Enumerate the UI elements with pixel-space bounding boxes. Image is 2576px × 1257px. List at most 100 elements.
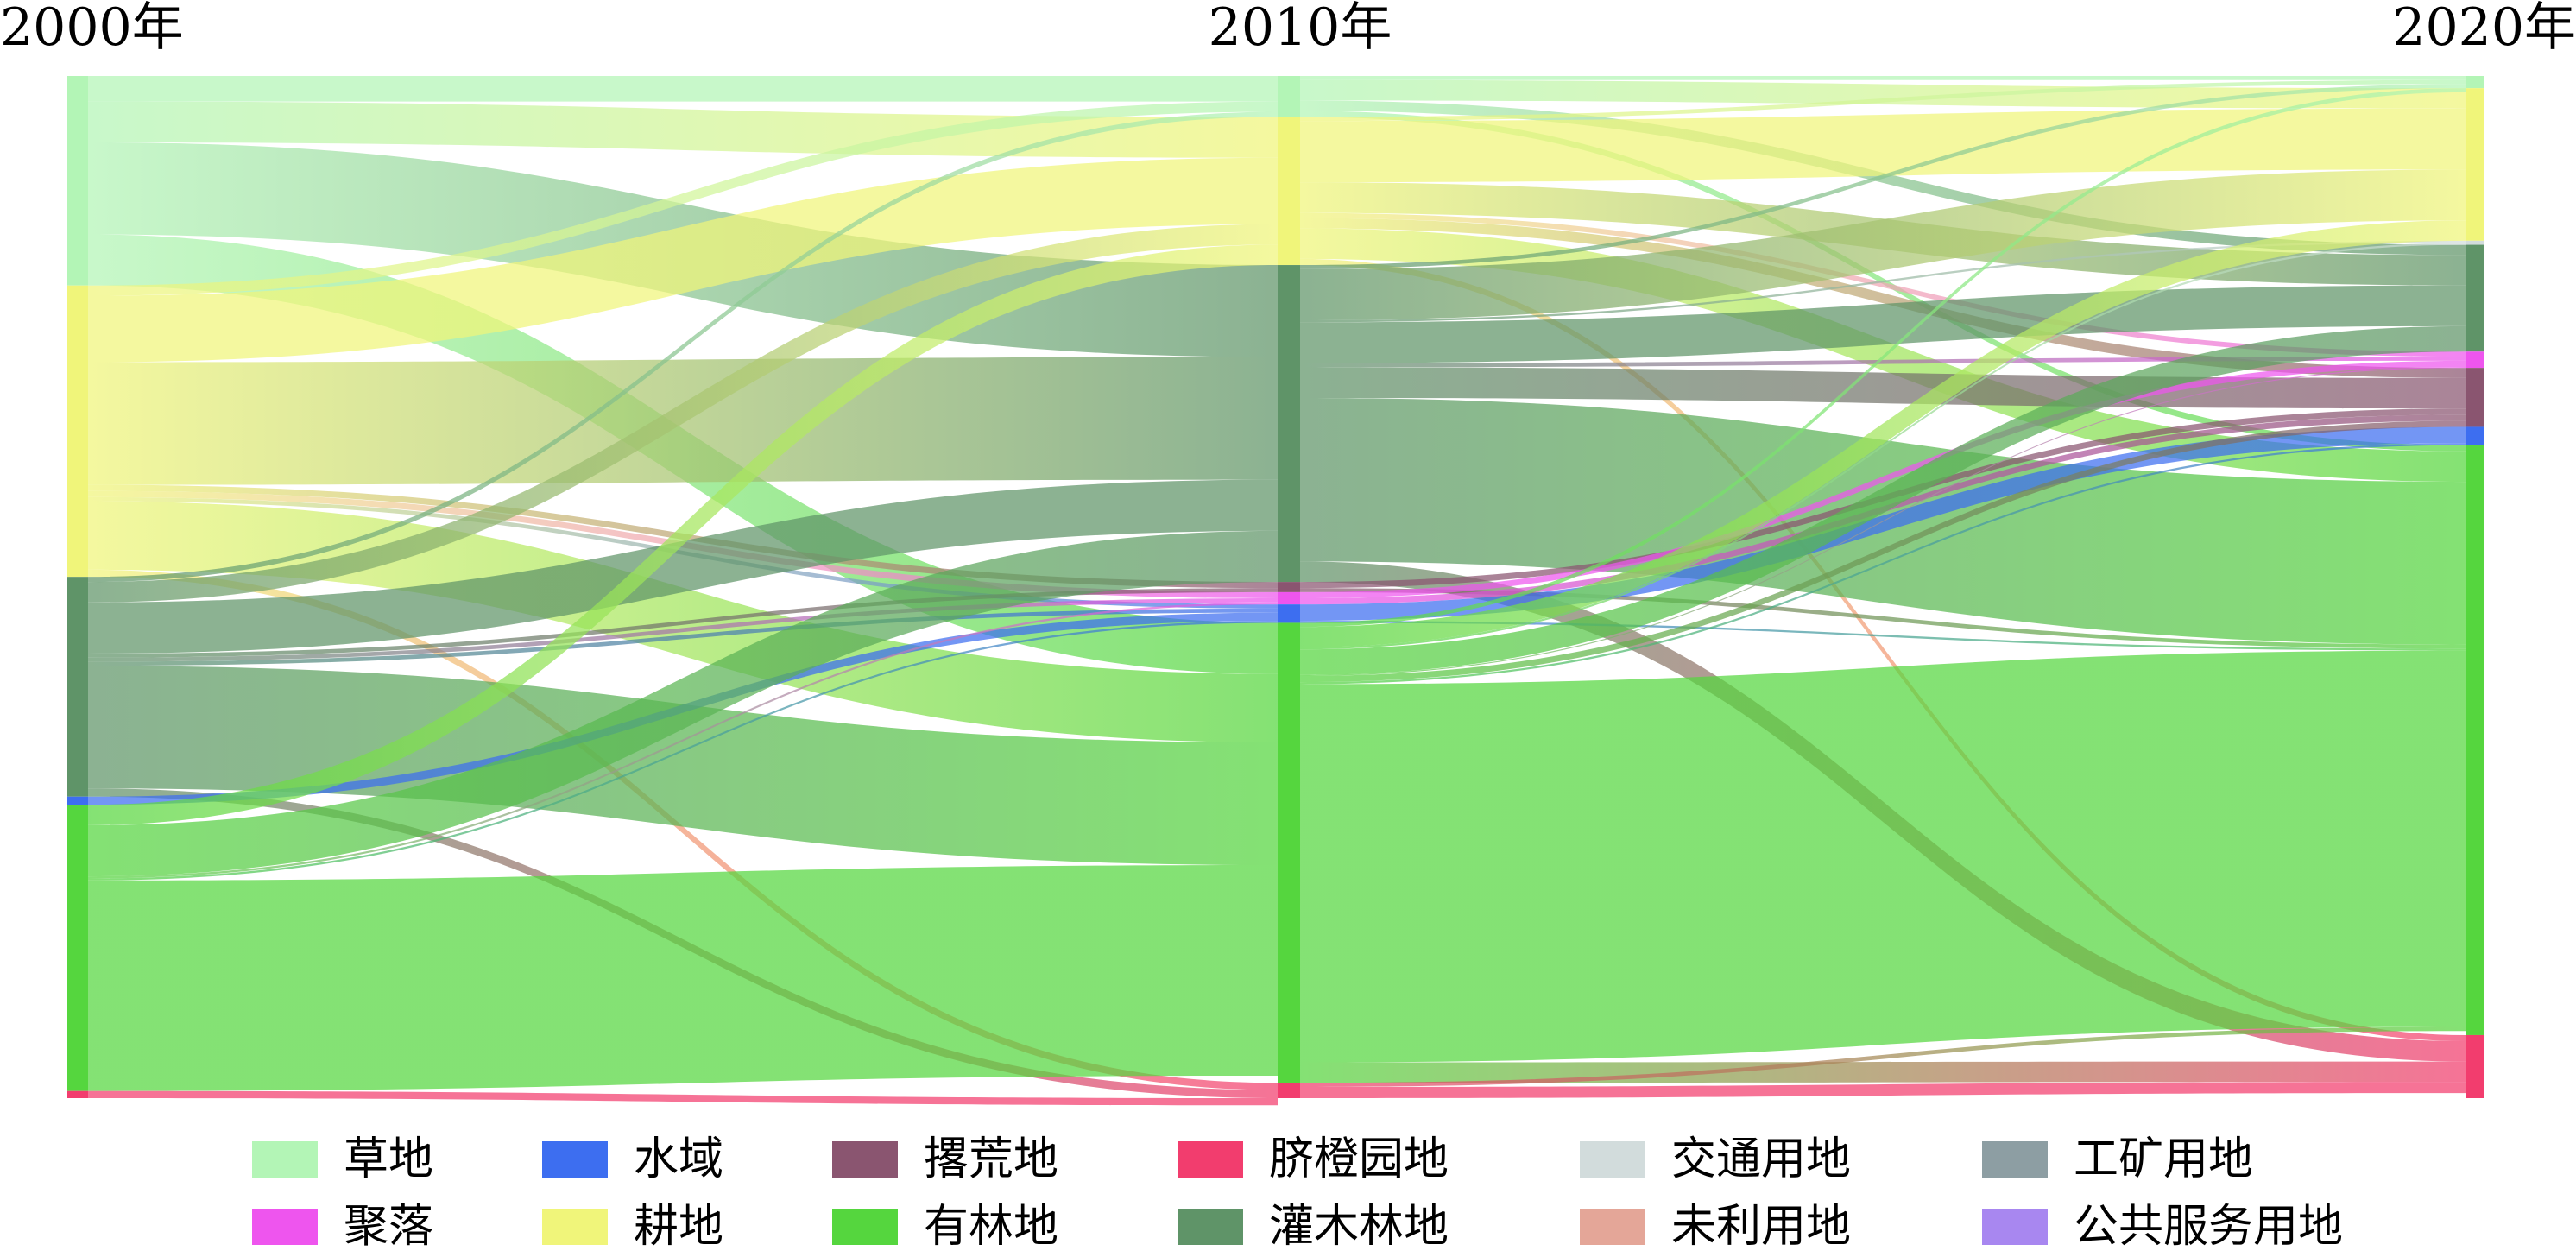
node-2010年-shrub xyxy=(1278,265,1300,583)
flow-2000-2010-shrub-to-abandoned xyxy=(88,588,1278,658)
flow-2010-2020-forest-to-grass xyxy=(1300,88,2466,628)
node-2010年-orchard xyxy=(1278,1083,1300,1098)
node-bar-layer xyxy=(67,76,2484,1098)
legend-label-water: 水域 xyxy=(634,1134,723,1185)
flow-2010-2020-forest-to-traffic xyxy=(1300,243,2466,650)
flow-2000-2010-shrub-to-settlement xyxy=(88,598,1278,662)
node-2020年-cropland xyxy=(2466,88,2484,241)
year-label-2020: 2020年 xyxy=(2392,0,2576,58)
node-2020年-traffic xyxy=(2466,240,2484,245)
node-2000年-grass xyxy=(67,76,88,286)
flow-2010-2020-forest-to-settlement xyxy=(1300,366,2466,677)
legend-swatch-grass xyxy=(252,1141,318,1178)
flow-2010-2020-settlement-to-settlement xyxy=(1300,360,2466,599)
legend-swatch-mining xyxy=(1982,1141,2048,1178)
flow-2000-2010-shrub-to-water xyxy=(88,608,1278,666)
flow-2010-2020-shrub-to-grass xyxy=(1300,84,2466,269)
node-2010年-cropland xyxy=(1278,117,1300,266)
legend-label-cropland: 耕地 xyxy=(634,1201,723,1253)
legend-swatch-forest xyxy=(832,1209,898,1245)
flow-2000-2010-cropland-to-cropland xyxy=(88,157,1278,363)
flow-2010-2020-cropland-to-settlement xyxy=(1300,212,2466,357)
flow-2010-2020-shrub-to-traffic xyxy=(1300,240,2466,323)
node-2010年-water xyxy=(1278,604,1300,623)
flow-2010-2020-orchard-to-orchard xyxy=(1300,1082,2466,1098)
legend-swatch-shrub xyxy=(1178,1209,1243,1245)
legend-label-abandoned: 撂荒地 xyxy=(924,1134,1058,1185)
node-2020年-grass xyxy=(2466,76,2484,89)
node-2000年-forest xyxy=(67,805,88,1091)
node-2010年-forest xyxy=(1278,622,1300,1083)
flow-2000-2010-cropland-to-grass xyxy=(88,101,1278,296)
flow-2010-2020-cropland-to-grass xyxy=(1300,79,2466,122)
node-2000年-cropland xyxy=(67,285,88,578)
flow-2000-2010-forest-to-cropland xyxy=(88,244,1278,825)
flow-2000-2010-forest-to-settlement xyxy=(88,602,1278,879)
flow-2010-2020-shrub-to-settlement xyxy=(1300,357,2466,368)
flow-2000-2010-shrub-to-cropland xyxy=(88,224,1278,603)
legend-swatch-settlement xyxy=(252,1209,318,1245)
legend-label-orchard: 脐橙园地 xyxy=(1269,1134,1449,1185)
node-2010年-grass xyxy=(1278,76,1300,117)
flow-2000-2010-forest-to-shrub xyxy=(88,530,1278,877)
flow-2010-2020-cropland-to-abandoned xyxy=(1300,218,2466,378)
flow-2000-2010-orchard-to-orchard xyxy=(88,1090,1278,1106)
node-2020年-shrub xyxy=(2466,244,2484,352)
flow-2010-2020-water-to-forest xyxy=(1300,621,2466,651)
flow-2000-2010-grass-to-grass xyxy=(88,76,1278,102)
flow-2000-2010-cropland-to-orchard xyxy=(88,569,1278,1090)
node-2020年-forest xyxy=(2466,445,2484,1035)
legend-label-forest: 有林地 xyxy=(924,1201,1058,1253)
legend-swatch-cropland xyxy=(542,1209,608,1245)
flow-2010-2020-grass-to-cropland xyxy=(1300,79,2466,109)
year-label-layer: 2000年 2010年 2020年 xyxy=(0,0,2576,58)
legend-label-grass: 草地 xyxy=(344,1134,433,1185)
flow-2010-2020-forest-to-shrub xyxy=(1300,325,2466,675)
flow-2010-2020-shrub-to-cropland xyxy=(1300,169,2466,320)
flow-2010-2020-abandoned-to-forest xyxy=(1300,588,2466,649)
flow-2000-2010-forest-to-water xyxy=(88,621,1278,881)
flow-2010-2020-grass-to-grass xyxy=(1300,76,2466,80)
flow-2010-2020-cropland-to-forest xyxy=(1300,228,2466,483)
flow-2010-2020-forest-to-orchard xyxy=(1300,1061,2466,1083)
legend-swatch-abandoned xyxy=(832,1141,898,1178)
legend-label-unused: 未利用地 xyxy=(1671,1201,1851,1253)
flow-2010-2020-forest-to-water xyxy=(1300,443,2466,685)
legend-label-traffic: 交通用地 xyxy=(1671,1134,1851,1185)
flow-2000-2010-grass-to-cropland xyxy=(88,101,1278,158)
node-2020年-settlement xyxy=(2466,351,2484,369)
flow-2010-2020-cropland-to-cropland xyxy=(1300,108,2466,183)
node-2010年-abandoned xyxy=(1278,582,1300,592)
year-label-2000: 2000年 xyxy=(0,0,184,58)
flow-2010-2020-forest-to-forest xyxy=(1300,650,2466,1063)
flow-2000-2010-shrub-to-forest xyxy=(88,666,1278,866)
legend-label-public: 公共服务用地 xyxy=(2074,1201,2343,1253)
flow-2010-2020-shrub-to-shrub xyxy=(1300,285,2466,363)
flow-2000-2010-shrub-to-grass xyxy=(88,111,1278,583)
flow-2010-2020-forest-to-abandoned xyxy=(1300,420,2466,683)
node-2010年-settlement xyxy=(1278,591,1300,605)
flow-2010-2020-cropland-to-orchard xyxy=(1300,258,2466,1042)
legend-label-shrub: 灌木林地 xyxy=(1269,1201,1449,1253)
flow-2010-2020-water-to-water xyxy=(1300,426,2466,622)
flow-2010-2020-orchard-to-forest xyxy=(1300,1026,2466,1087)
flow-2010-2020-forest-to-cropland xyxy=(1300,220,2466,647)
node-2020年-water xyxy=(2466,426,2484,445)
year-label-2010: 2010年 xyxy=(1209,0,1392,58)
legend-label-settlement: 聚落 xyxy=(344,1201,433,1253)
flow-band-layer xyxy=(88,76,2466,1106)
legend-label-mining: 工矿用地 xyxy=(2074,1134,2253,1185)
node-2000年-water xyxy=(67,796,88,805)
node-2000年-orchard xyxy=(67,1090,88,1098)
legend-swatch-water xyxy=(542,1141,608,1178)
flow-2000-2010-shrub-to-shrub xyxy=(88,479,1278,654)
legend-swatch-unused xyxy=(1580,1209,1645,1245)
node-2020年-orchard xyxy=(2466,1034,2484,1098)
flow-2000-2010-forest-to-forest xyxy=(88,865,1278,1091)
legend-swatch-orchard xyxy=(1178,1141,1243,1178)
node-2000年-shrub xyxy=(67,577,88,797)
legend-swatch-traffic xyxy=(1580,1141,1645,1178)
legend-swatch-public xyxy=(1982,1209,2048,1245)
